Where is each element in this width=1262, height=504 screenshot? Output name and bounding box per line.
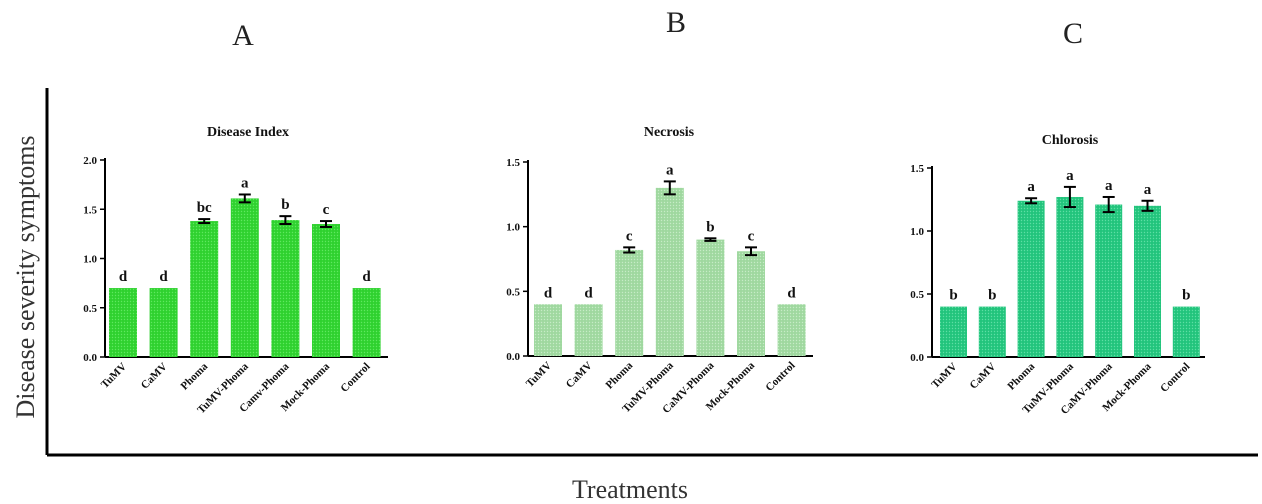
panel-c-significance-label: a (1105, 178, 1113, 194)
panel-a-y-tick-label: 0.0 (83, 352, 97, 364)
panel-b-error-bar (663, 180, 676, 196)
panel-a-letter: A (232, 19, 254, 52)
panel-a-title: Disease Index (207, 125, 289, 140)
panel-c-letter: C (1063, 17, 1083, 50)
panel-a-y-tick-label: 1.5 (83, 204, 97, 216)
panel-a-y-tick-label: 2.0 (83, 155, 97, 167)
panel-a-bar (352, 288, 381, 357)
panel-b-significance-label: d (584, 285, 593, 301)
panel-a-bar (312, 224, 340, 357)
panel-a-error-bar (238, 193, 251, 204)
panel-a-bar (109, 288, 137, 357)
panel-c-error-bar (1141, 199, 1154, 212)
panel-a-significance-label: b (281, 197, 289, 213)
panel-a-error-bar (320, 220, 332, 228)
panel-b-letter: B (666, 6, 686, 39)
panel-a-category-label: TuMV (99, 361, 129, 391)
panel-a-bar (271, 220, 300, 357)
panel-c-error-bar (1102, 195, 1115, 214)
panel-b-error-bar (623, 246, 636, 254)
chart-panel-a: A Disease Index 0.0 0.5 1.0 1.5 2.0 d TuMV d CaMV b… (83, 19, 388, 416)
panel-a-category-label: Phoma (179, 360, 211, 392)
panel-c-error-bar (1025, 197, 1038, 205)
panel-a-bar (190, 221, 219, 357)
panel-a-y-tick-label: 1.0 (83, 254, 97, 266)
panel-c-title: Chlorosis (1042, 133, 1099, 148)
panel-b-title: Necrosis (644, 125, 695, 140)
panel-b-category-label: TuMV (524, 360, 554, 390)
panel-c-significance-label: a (1144, 182, 1152, 198)
panel-b-significance-label: d (787, 285, 796, 301)
panel-b-bar (655, 187, 684, 356)
panel-c-bar (1017, 200, 1045, 357)
figure-x-axis-label: Treatments (572, 475, 688, 504)
panel-b-y-tick-label: 0.5 (506, 286, 520, 298)
panel-c-significance-label: a (1027, 179, 1035, 195)
panel-b-significance-label: c (626, 228, 633, 244)
panel-b-bar (696, 239, 725, 356)
panel-c-error-bar (1063, 185, 1076, 209)
panel-a-y-tick-label: 0.5 (83, 303, 97, 315)
panel-b-category-label: Phoma (604, 359, 636, 391)
panel-b-y-tick-label: 1.0 (506, 222, 520, 234)
panel-b-y-tick-label: 1.5 (506, 157, 520, 169)
panel-c-category-label: CaMV (967, 361, 998, 392)
panel-c-bar (1172, 306, 1200, 357)
panel-c-y-tick-label: 0.5 (910, 289, 924, 301)
panel-b-significance-label: b (706, 219, 714, 235)
panel-b-bar (574, 304, 603, 356)
panel-c-bar (978, 306, 1006, 357)
panel-b-error-bar (704, 237, 717, 242)
panel-a-category-label: CaMV (139, 361, 170, 392)
panel-b-category-label: CaMV (564, 360, 595, 391)
panel-c-y-tick-label: 0.0 (910, 352, 924, 364)
panel-b-significance-label: d (544, 285, 553, 301)
panel-c-bar (940, 306, 967, 357)
panel-b-category-label: Control (763, 360, 797, 394)
panel-c-bar (1095, 204, 1123, 357)
panel-c-category-label: Phoma (1005, 360, 1037, 392)
panel-c-significance-label: b (1182, 288, 1190, 304)
panel-c-significance-label: b (988, 288, 996, 304)
chart-panels: A Disease Index 0.0 0.5 1.0 1.5 2.0 d TuMV d CaMV b… (83, 6, 1205, 417)
panel-c-category-label: Control (1158, 361, 1192, 395)
panel-c-bar (1056, 196, 1084, 357)
panel-c-significance-label: a (1066, 168, 1074, 184)
panel-a-significance-label: bc (197, 200, 212, 216)
panel-b-y-tick-label: 0.0 (506, 351, 520, 363)
panel-c-significance-label: b (949, 288, 957, 304)
panel-b-bar (737, 251, 765, 356)
chart-panel-b: BNecrosis0.00.51.01.5dTuMVdCaMVcPhomaaTu… (506, 6, 813, 416)
panel-a-bar (230, 198, 259, 357)
panel-c-category-label: TuMV (929, 361, 959, 391)
panel-a-significance-label: c (323, 202, 330, 218)
panel-b-bar (777, 304, 806, 356)
panel-b-significance-label: a (666, 162, 674, 178)
panel-a-significance-label: d (119, 269, 128, 285)
panel-a-bar (149, 288, 178, 357)
panel-a-significance-label: a (241, 175, 249, 191)
panel-a-error-bar (198, 218, 211, 225)
panel-a-significance-label: d (362, 269, 371, 285)
panel-a-error-bar (279, 215, 292, 226)
panel-c-y-tick-label: 1.0 (910, 226, 924, 238)
panel-a-category-label: Control (338, 361, 372, 395)
chart-panel-c: CChlorosis0.00.51.01.5bTuMVbCaMVaPhomaaT… (910, 17, 1205, 417)
panel-b-error-bar (745, 246, 757, 257)
panel-c-y-tick-label: 1.5 (910, 163, 924, 175)
panel-c-bar (1134, 205, 1161, 357)
figure-y-axis-label: Disease severity symptoms (11, 135, 40, 418)
panel-b-bar (534, 304, 562, 356)
panel-b-bar (615, 249, 644, 356)
panel-b-significance-label: c (748, 228, 755, 244)
panel-a-significance-label: d (159, 269, 168, 285)
